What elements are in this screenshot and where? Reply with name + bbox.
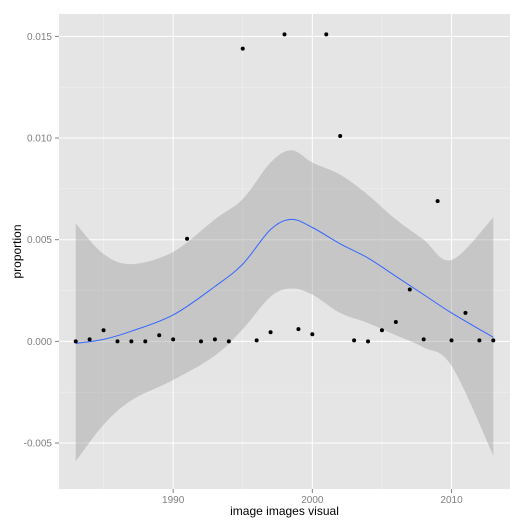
data-points: [73, 32, 496, 344]
data-point: [449, 338, 454, 343]
y-tick-label: -0.005: [24, 439, 53, 450]
data-point: [101, 328, 106, 333]
data-point: [212, 337, 217, 342]
axis-tick-labels: 1990 2000 2010 -0.005 0.000 0.005 0.010 0.015: [24, 32, 463, 506]
data-point: [352, 338, 357, 343]
data-point: [379, 328, 384, 333]
y-tick-label: 0.000: [27, 337, 52, 348]
data-point: [240, 46, 245, 51]
y-tick-label: 0.005: [27, 235, 52, 246]
x-axis-title: image images visual: [230, 504, 339, 518]
y-axis-title: proportion: [10, 224, 24, 278]
data-point: [393, 320, 398, 325]
y-tick-label: 0.015: [27, 32, 52, 43]
data-point: [268, 330, 273, 335]
data-point: [185, 236, 190, 241]
data-point: [129, 339, 134, 344]
data-point: [296, 327, 301, 332]
x-tick-label: 2000: [301, 495, 324, 506]
axis-ticks: [55, 35, 453, 493]
plot-panel: [59, 14, 510, 489]
data-point: [463, 310, 468, 315]
data-point: [421, 337, 426, 342]
major-gridlines: [59, 14, 510, 489]
data-point: [226, 339, 231, 344]
data-point: [157, 333, 162, 338]
x-tick-label: 2010: [440, 495, 463, 506]
data-point: [254, 338, 259, 343]
data-point: [435, 199, 440, 204]
data-point: [324, 32, 329, 37]
data-point: [171, 337, 176, 342]
data-point: [477, 338, 482, 343]
data-point: [198, 339, 203, 344]
data-point: [310, 332, 315, 337]
data-point: [338, 134, 343, 139]
data-point: [491, 338, 496, 343]
data-point: [143, 339, 148, 344]
data-point: [366, 339, 371, 344]
minor-gridlines: [59, 14, 510, 489]
data-point: [73, 339, 78, 344]
y-tick-label: 0.010: [27, 134, 52, 145]
confidence-band: [75, 150, 494, 462]
data-point: [115, 339, 120, 344]
x-tick-label: 1990: [162, 495, 185, 506]
data-point: [87, 337, 92, 342]
smooth-trend-line: [75, 218, 494, 344]
data-point: [282, 32, 287, 37]
data-point: [407, 287, 412, 292]
